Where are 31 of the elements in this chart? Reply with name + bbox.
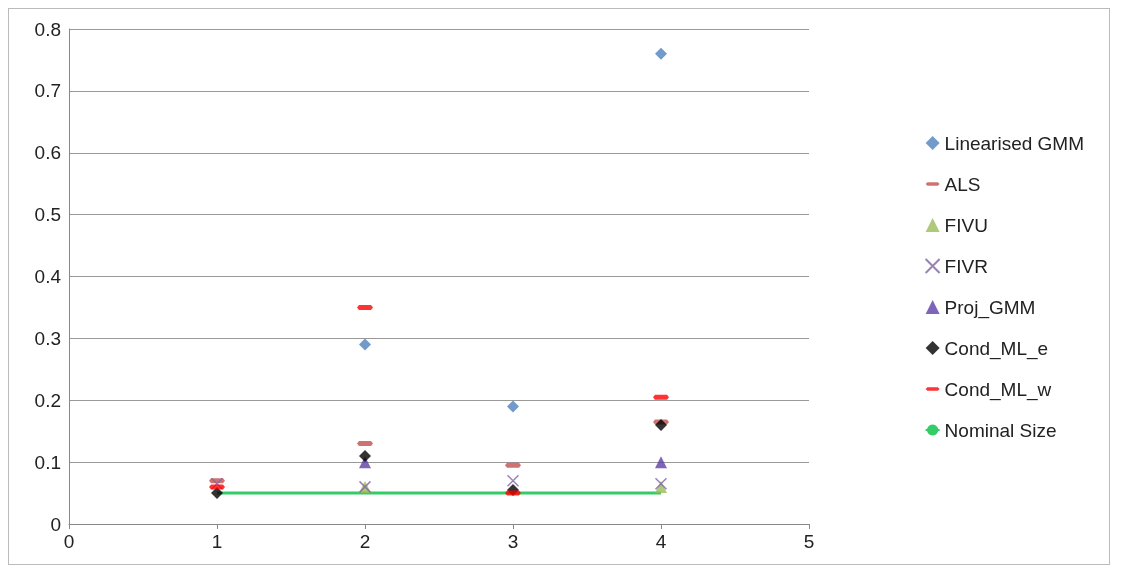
point (211, 487, 223, 500)
y-tick-label: 0.3 (34, 327, 61, 349)
legend-label: Nominal Size (944, 419, 1057, 441)
x-tick-label: 0 (63, 531, 75, 552)
legend-label: Proj_GMM (944, 296, 1036, 319)
y-tick-label: 0.8 (34, 18, 61, 40)
x-tick-label: 5 (803, 531, 815, 552)
y-tick-label: 0 (50, 513, 61, 535)
point (655, 456, 667, 469)
legend-label: Cond_ML_e (944, 337, 1049, 360)
point (507, 400, 519, 413)
x-tick-label: 3 (507, 531, 519, 552)
point (359, 338, 371, 351)
legend-label: Cond_ML_w (944, 378, 1052, 401)
point (655, 419, 667, 431)
legend-label: Linearised GMM (944, 132, 1085, 154)
point (359, 449, 371, 462)
y-tick-label: 0.7 (34, 80, 61, 102)
x-tick-label: 1 (211, 531, 223, 552)
point (506, 474, 520, 487)
y-tick-label: 0.5 (34, 204, 61, 226)
legend-label: FIVU (944, 214, 988, 236)
x-tick-label: 4 (655, 531, 667, 552)
y-tick-label: 0.2 (34, 389, 61, 411)
point (655, 47, 667, 60)
legend-label: FIVR (944, 255, 988, 277)
y-tick-label: 0.1 (34, 451, 61, 473)
x-tick-label: 2 (359, 531, 371, 552)
y-tick-label: 0.6 (34, 142, 61, 164)
y-tick-label: 0.4 (34, 266, 62, 287)
legend-label: ALS (944, 173, 981, 195)
